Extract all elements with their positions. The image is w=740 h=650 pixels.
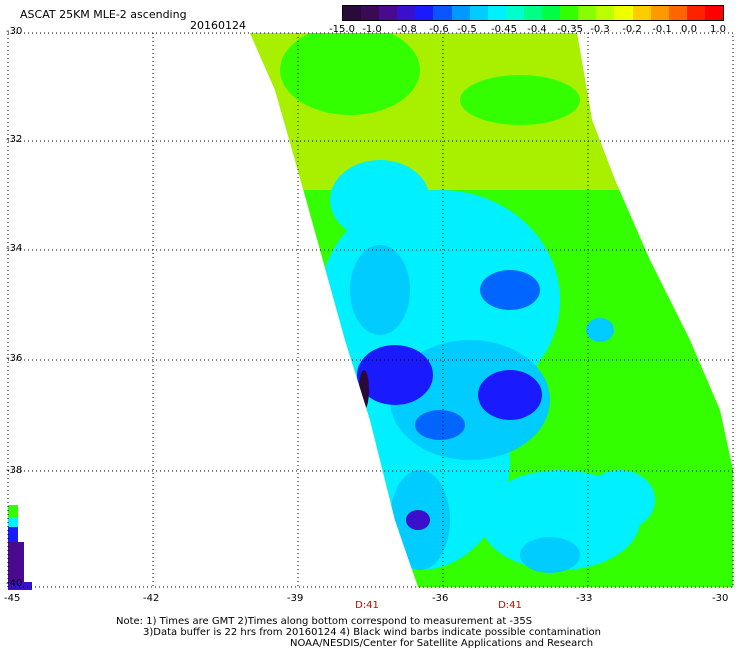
strip-cell [8, 542, 24, 582]
map-date: 20160124 [190, 19, 246, 32]
cyan-region [585, 470, 655, 530]
cyan-region [330, 160, 430, 240]
lightblue-region [586, 318, 614, 342]
colorbar-label: -0.3 [590, 24, 610, 35]
colorbar-swatch [361, 6, 380, 20]
lat-label: -40 [6, 578, 23, 589]
colorbar-label: -0.6 [429, 24, 449, 35]
colorbar-swatch [578, 6, 597, 20]
strip-cell [8, 517, 18, 527]
time-label: D:41 [355, 600, 379, 611]
lon-label: -30 [712, 593, 729, 604]
colorbar-label: -15.0 [329, 24, 355, 35]
colorbar-swatch [415, 6, 434, 20]
strip-cell [8, 505, 18, 517]
colorbar-swatch [650, 6, 669, 20]
green-patch [460, 75, 580, 125]
green-patch [280, 33, 420, 115]
colorbar-swatch [379, 6, 398, 20]
colorbar-swatch [560, 6, 579, 20]
strip-cell [8, 582, 32, 590]
colorbar-swatch [433, 6, 452, 20]
lat-label: -36 [6, 353, 23, 364]
lat-label: -32 [6, 134, 23, 145]
colorbar-swatch [487, 6, 506, 20]
colorbar-swatch [505, 6, 524, 20]
map-title: ASCAT 25KM MLE-2 ascending [20, 8, 187, 21]
colorbar-swatch [451, 6, 470, 20]
colorbar-label: -0.8 [397, 24, 417, 35]
colorbar [342, 5, 724, 21]
violet-patch [406, 510, 430, 530]
colorbar-swatch [542, 6, 561, 20]
colorbar-swatch [343, 6, 362, 20]
lat-label: -30 [6, 26, 23, 37]
lightblue-region [520, 537, 580, 573]
darkpurple-edge [359, 370, 369, 410]
colorbar-label: -1.0 [362, 24, 382, 35]
note-line-2: 3)Data buffer is 22 hrs from 20160124 4)… [143, 627, 601, 638]
colorbar-swatch [686, 6, 705, 20]
colorbar-label: -0.5 [457, 24, 477, 35]
lat-label: -38 [6, 465, 23, 476]
lat-label: -34 [6, 243, 23, 254]
colorbar-label: -0.1 [652, 24, 672, 35]
colorbar-swatch [523, 6, 543, 20]
lon-label: -42 [143, 593, 160, 604]
colorbar-label: -0.2 [622, 24, 642, 35]
colorbar-swatch [469, 6, 488, 20]
blue-region [415, 410, 465, 440]
satellite-swath [250, 33, 733, 587]
colorbar-label: -0.45 [491, 24, 517, 35]
lightblue-region [350, 245, 410, 335]
map-frame [7, 32, 734, 588]
colorbar-label: -0.35 [557, 24, 583, 35]
deepblue-core [478, 370, 542, 420]
colorbar-swatch [397, 6, 416, 20]
lon-label: -33 [576, 593, 593, 604]
lon-label: -36 [432, 593, 449, 604]
colorbar-swatch [668, 6, 687, 20]
colorbar-label: -0.4 [527, 24, 547, 35]
colorbar-swatch [614, 6, 633, 20]
time-label: D:41 [498, 600, 522, 611]
colorbar-swatch [632, 6, 651, 20]
strip-cell [8, 527, 18, 542]
lon-label: -39 [287, 593, 304, 604]
note-line-3: NOAA/NESDIS/Center for Satellite Applica… [290, 638, 594, 649]
lon-label: -45 [4, 593, 21, 604]
colorbar-swatch [704, 6, 723, 20]
blue-region [480, 270, 540, 310]
colorbar-label: 0.0 [681, 24, 697, 35]
left-edge-data-strip [8, 505, 32, 590]
colorbar-label: 1.0 [710, 24, 726, 35]
colorbar-swatch [596, 6, 615, 20]
lat-lon-grid [7, 32, 734, 588]
note-line-1: Note: 1) Times are GMT 2)Times along bot… [116, 616, 533, 627]
